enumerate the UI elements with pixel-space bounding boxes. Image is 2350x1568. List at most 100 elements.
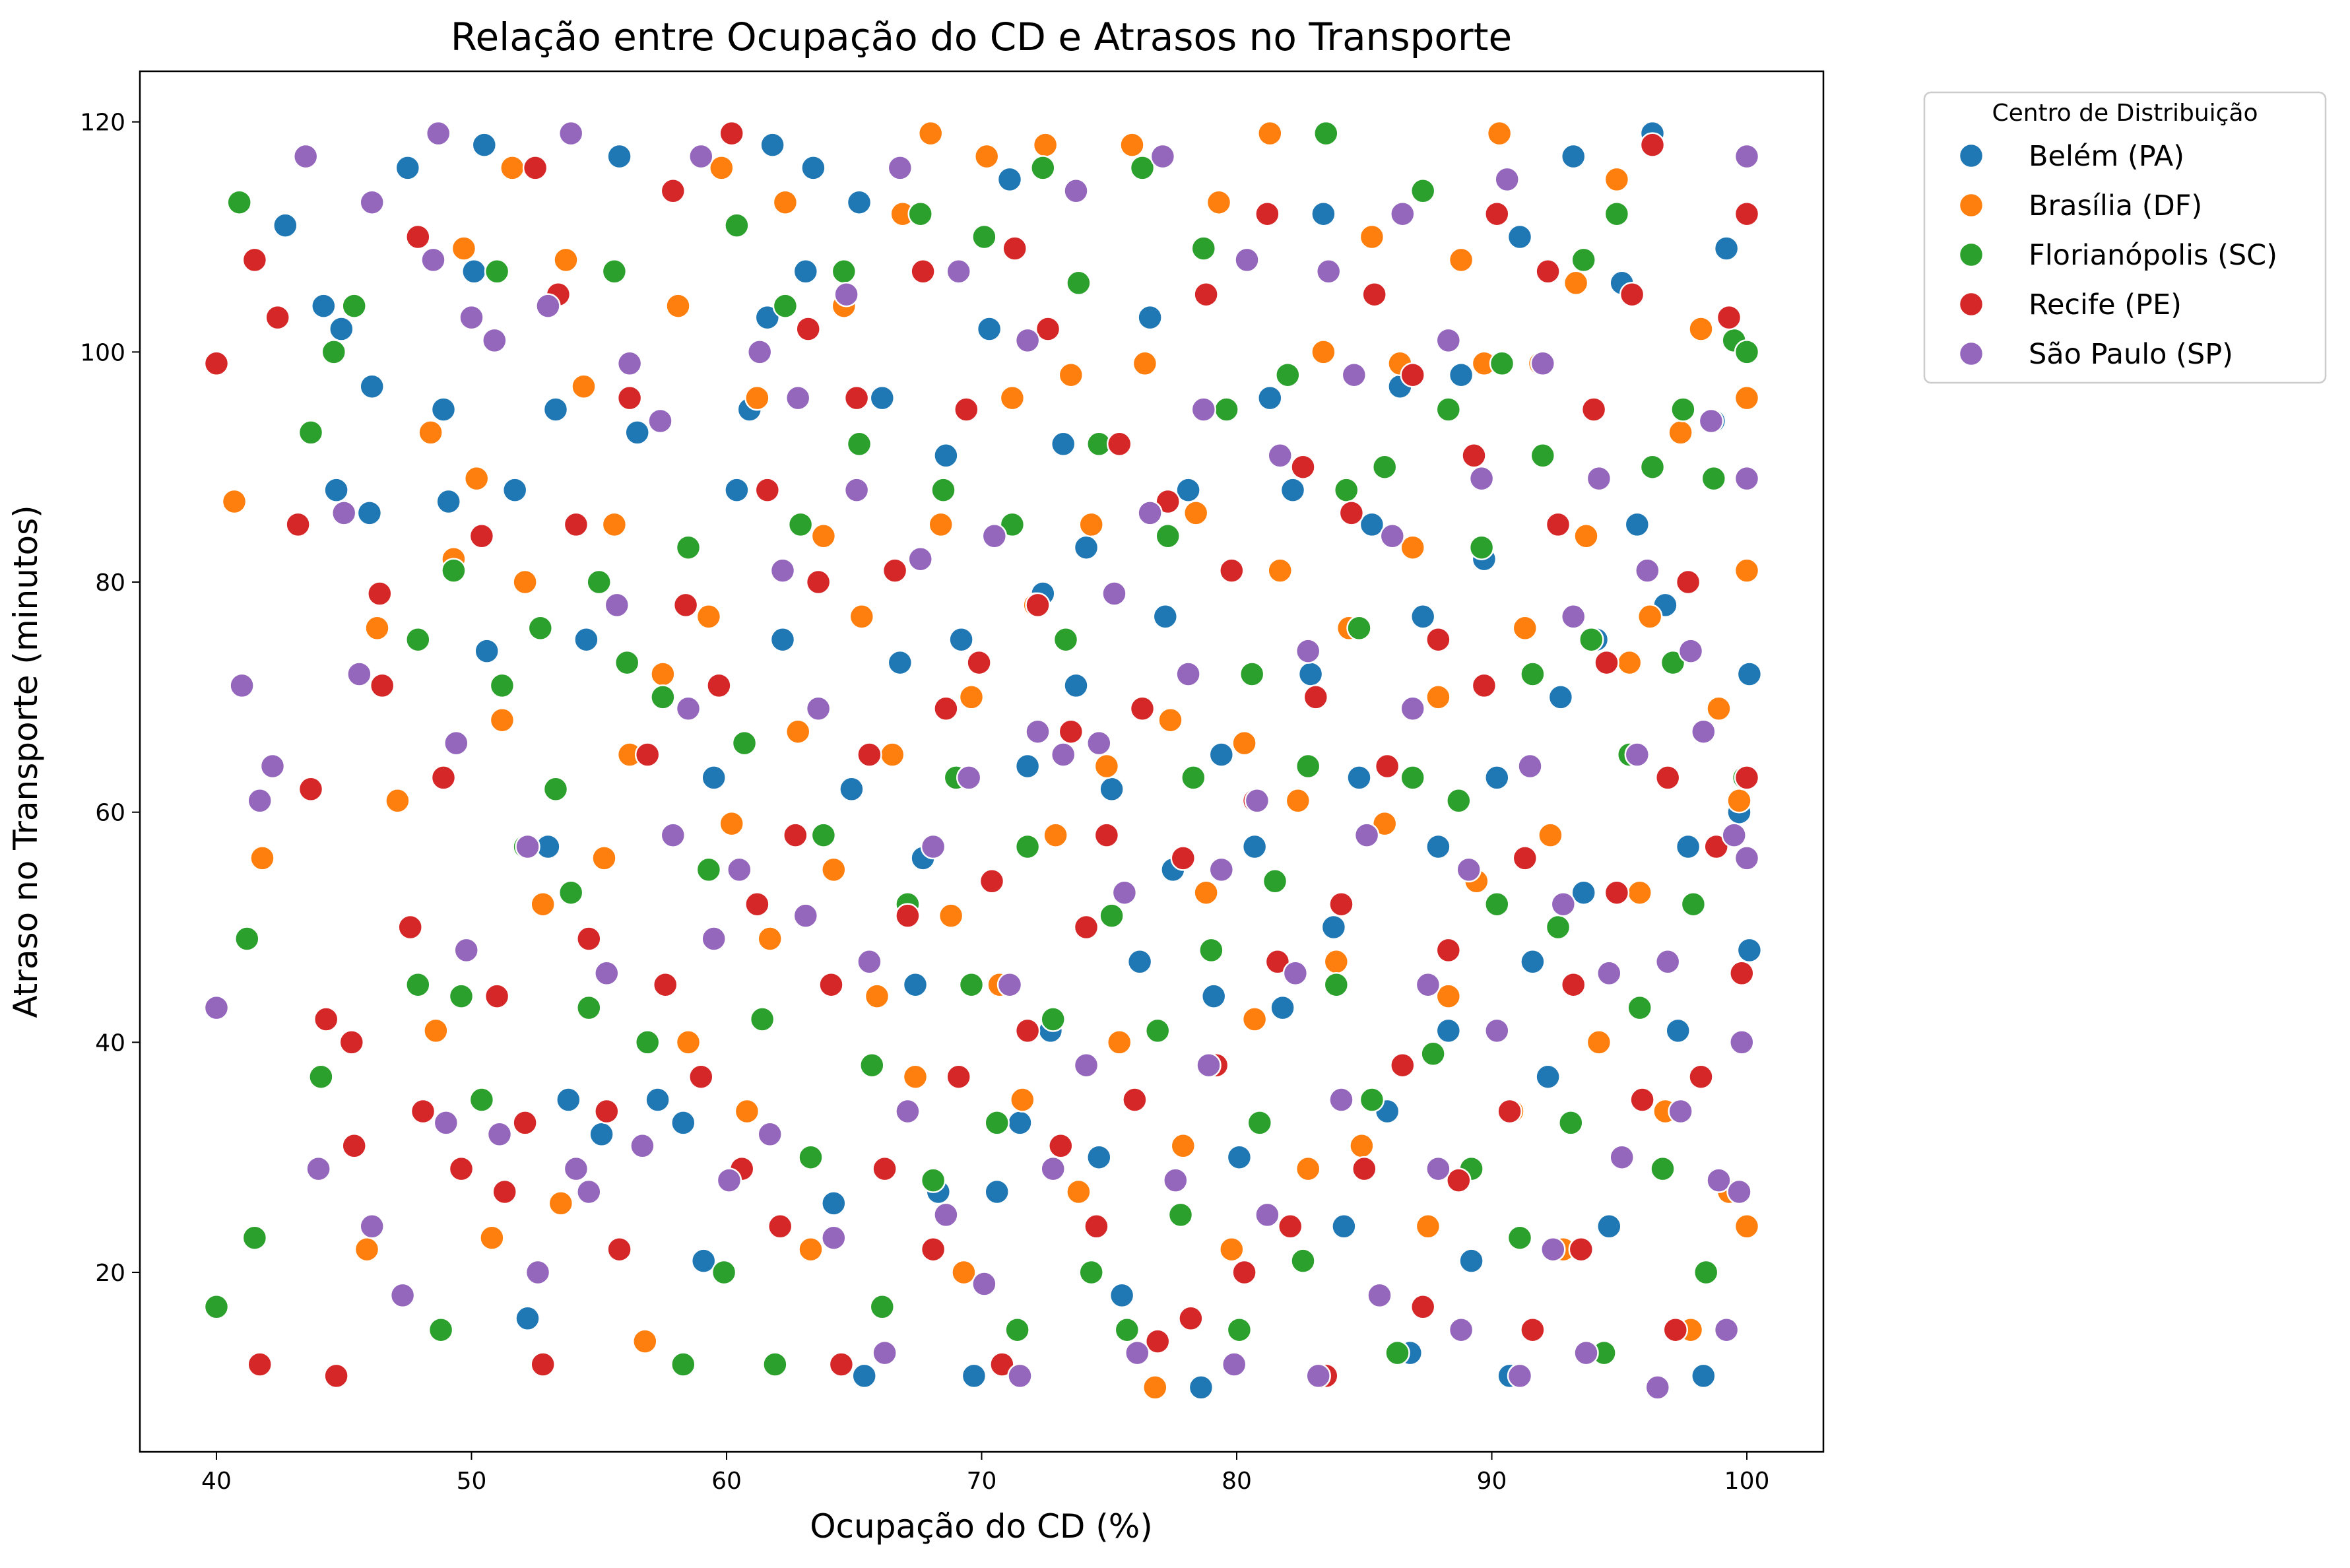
data-point xyxy=(1313,120,1339,147)
data-point xyxy=(553,247,579,273)
data-point xyxy=(772,293,799,319)
data-point xyxy=(463,465,490,492)
data-point xyxy=(851,1363,877,1389)
data-point xyxy=(1132,350,1158,377)
data-point xyxy=(221,488,247,515)
data-point xyxy=(1507,1225,1533,1251)
data-point xyxy=(418,420,443,445)
data-point xyxy=(616,385,643,411)
data-point xyxy=(1126,949,1153,975)
data-point xyxy=(1167,1202,1194,1228)
data-point xyxy=(1512,845,1538,871)
data-point xyxy=(920,1236,946,1262)
data-point xyxy=(525,1259,551,1286)
data-point xyxy=(1385,1340,1410,1366)
data-point xyxy=(1586,465,1612,492)
data-point xyxy=(688,143,714,170)
y-tick-label: 40 xyxy=(95,1029,125,1057)
data-point xyxy=(1616,649,1643,676)
data-point xyxy=(1494,166,1520,193)
data-point xyxy=(1014,327,1041,354)
legend-label: Belém (PA) xyxy=(2029,140,2184,173)
data-point xyxy=(548,1191,574,1216)
data-point xyxy=(1548,684,1574,710)
data-point xyxy=(1043,822,1068,848)
data-point xyxy=(242,1225,268,1251)
data-point xyxy=(762,1352,788,1377)
data-point xyxy=(1035,316,1061,342)
data-point xyxy=(616,350,643,377)
data-point xyxy=(670,1110,696,1136)
data-point xyxy=(910,259,936,284)
data-point xyxy=(436,488,461,515)
data-point xyxy=(1665,1018,1691,1044)
data-point xyxy=(341,1133,367,1159)
data-point xyxy=(1206,189,1232,215)
data-point xyxy=(522,155,548,181)
data-point xyxy=(1461,443,1487,469)
data-point xyxy=(920,833,946,860)
data-point xyxy=(359,189,385,215)
data-point xyxy=(1359,1087,1385,1113)
data-point xyxy=(1346,615,1372,641)
data-point xyxy=(1484,201,1510,227)
data-point xyxy=(1609,1144,1635,1170)
data-point xyxy=(1191,397,1217,422)
data-point xyxy=(589,1121,614,1148)
data-point xyxy=(425,120,451,147)
data-point xyxy=(882,558,908,583)
data-point xyxy=(1410,178,1436,204)
data-point xyxy=(709,155,734,181)
data-point xyxy=(996,166,1023,193)
data-point xyxy=(930,477,956,503)
data-point xyxy=(798,1144,824,1170)
data-point xyxy=(1328,1087,1354,1113)
data-point xyxy=(1244,788,1270,814)
data-point xyxy=(247,1352,273,1377)
data-point xyxy=(1257,120,1283,147)
data-point xyxy=(1058,362,1084,388)
data-point xyxy=(1624,742,1650,768)
data-point xyxy=(1014,1018,1041,1044)
data-point xyxy=(1456,857,1482,883)
data-point xyxy=(895,903,921,929)
data-point xyxy=(1150,143,1176,170)
data-point xyxy=(1066,270,1092,296)
data-point xyxy=(1144,1018,1171,1044)
data-point xyxy=(795,316,821,342)
data-point xyxy=(451,236,477,261)
data-point xyxy=(1170,1133,1196,1159)
data-point xyxy=(1129,696,1156,722)
data-point xyxy=(839,776,865,802)
data-point xyxy=(1175,477,1201,503)
data-point xyxy=(1446,1167,1472,1193)
data-point xyxy=(1520,661,1546,687)
data-point xyxy=(1400,535,1425,560)
data-point xyxy=(1410,604,1436,630)
data-point xyxy=(1303,684,1329,710)
data-point xyxy=(1713,236,1740,261)
y-axis-label: Atraso no Transporte (minutos) xyxy=(7,505,45,1018)
data-point xyxy=(1270,995,1295,1021)
data-point xyxy=(1693,1259,1719,1286)
data-point xyxy=(946,1064,971,1090)
data-point xyxy=(1654,765,1681,791)
data-point xyxy=(515,833,540,860)
legend-marker xyxy=(1958,242,1984,268)
data-point xyxy=(1058,719,1084,744)
data-point xyxy=(630,1133,655,1159)
data-point xyxy=(430,397,457,422)
data-point xyxy=(369,672,395,699)
data-point xyxy=(1390,1052,1416,1078)
data-point xyxy=(364,615,390,641)
legend-marker xyxy=(1958,341,1984,367)
data-point xyxy=(1010,1087,1035,1113)
data-point xyxy=(482,327,507,354)
data-point xyxy=(1448,1317,1474,1343)
data-point xyxy=(594,960,620,987)
data-point xyxy=(591,845,617,871)
data-point xyxy=(329,316,354,342)
data-point xyxy=(902,1064,929,1090)
data-point xyxy=(1053,626,1079,653)
data-point xyxy=(783,822,808,848)
